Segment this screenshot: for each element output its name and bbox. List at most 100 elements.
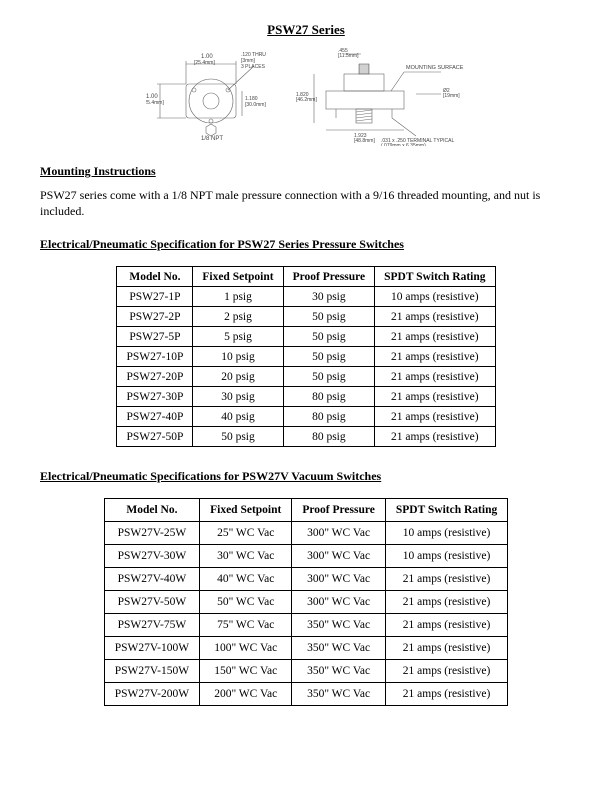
table-cell: 350" WC Vac (292, 660, 386, 683)
mounting-text: PSW27 series come with a 1/8 NPT male pr… (40, 187, 572, 219)
table-cell: PSW27V-150W (104, 660, 199, 683)
dz-label: Ø2[19mm] (443, 88, 460, 99)
table-cell: 350" WC Vac (292, 614, 386, 637)
table-cell: PSW27-30P (117, 387, 193, 407)
table-cell: 21 amps (resistive) (375, 427, 495, 447)
table-cell: PSW27-5P (117, 327, 193, 347)
table-header: Model No. (117, 267, 193, 287)
table-cell: 50 psig (193, 427, 283, 447)
table-row: PSW27V-75W75" WC Vac350" WC Vac21 amps (… (104, 614, 507, 637)
vacuum-table-heading: Electrical/Pneumatic Specifications for … (40, 469, 572, 484)
pressure-table-heading: Electrical/Pneumatic Specification for P… (40, 237, 572, 252)
table-cell: PSW27-1P (117, 287, 193, 307)
table-cell: 40" WC Vac (200, 568, 292, 591)
table-row: PSW27V-200W200" WC Vac350" WC Vac21 amps… (104, 683, 507, 706)
table-cell: 10 amps (resistive) (385, 522, 507, 545)
table-cell: 50 psig (283, 307, 375, 327)
table-cell: PSW27-50P (117, 427, 193, 447)
npt-label: 1/8 NPT (201, 136, 223, 141)
mounting-heading: Mounting Instructions (40, 164, 572, 179)
table-row: PSW27V-50W50" WC Vac300" WC Vac21 amps (… (104, 591, 507, 614)
table-row: PSW27V-40W40" WC Vac300" WC Vac21 amps (… (104, 568, 507, 591)
table-cell: PSW27V-30W (104, 545, 199, 568)
table-cell: 20 psig (193, 367, 283, 387)
table-header: SPDT Switch Rating (385, 499, 507, 522)
table-cell: 75" WC Vac (200, 614, 292, 637)
table-row: PSW27-10P10 psig50 psig21 amps (resistiv… (117, 347, 495, 367)
table-cell: PSW27-40P (117, 407, 193, 427)
table-header: Proof Pressure (283, 267, 375, 287)
table-row: PSW27-40P40 psig80 psig21 amps (resistiv… (117, 407, 495, 427)
table-row: PSW27-1P1 psig30 psig10 amps (resistive) (117, 287, 495, 307)
table-row: PSW27-20P20 psig50 psig21 amps (resistiv… (117, 367, 495, 387)
table-cell: 50 psig (283, 327, 375, 347)
table-cell: 21 amps (resistive) (375, 307, 495, 327)
table-cell: PSW27-2P (117, 307, 193, 327)
table-cell: 21 amps (resistive) (375, 387, 495, 407)
drawing-left: 1.00 [25.4mm] 1.00 [25.4mm] .120 THRU [3… (146, 46, 276, 141)
table-row: PSW27V-100W100" WC Vac350" WC Vac21 amps… (104, 637, 507, 660)
table-cell: 21 amps (resistive) (385, 637, 507, 660)
table-cell: 150" WC Vac (200, 660, 292, 683)
table-cell: 21 amps (resistive) (385, 591, 507, 614)
table-row: PSW27-2P2 psig50 psig21 amps (resistive) (117, 307, 495, 327)
table-header: Proof Pressure (292, 499, 386, 522)
table-cell: 40 psig (193, 407, 283, 427)
table-cell: 10 amps (resistive) (375, 287, 495, 307)
table-cell: 10 psig (193, 347, 283, 367)
table-cell: 350" WC Vac (292, 683, 386, 706)
table-cell: 300" WC Vac (292, 568, 386, 591)
table-cell: 25" WC Vac (200, 522, 292, 545)
table-header: Fixed Setpoint (200, 499, 292, 522)
table-cell: 50 psig (283, 347, 375, 367)
table-cell: 21 amps (resistive) (375, 327, 495, 347)
table-cell: 50" WC Vac (200, 591, 292, 614)
vacuum-table: Model No.Fixed SetpointProof PressureSPD… (104, 498, 508, 706)
table-cell: 300" WC Vac (292, 591, 386, 614)
table-cell: 21 amps (resistive) (385, 568, 507, 591)
terminal-label: .031 x .250 TERMINAL TYPICAL (.079mm x 6… (381, 138, 455, 146)
table-cell: 300" WC Vac (292, 522, 386, 545)
table-row: PSW27-50P50 psig80 psig21 amps (resistiv… (117, 427, 495, 447)
table-cell: 2 psig (193, 307, 283, 327)
table-cell: 21 amps (resistive) (385, 683, 507, 706)
table-cell: PSW27V-50W (104, 591, 199, 614)
table-row: PSW27V-30W30" WC Vac300" WC Vac10 amps (… (104, 545, 507, 568)
table-header: Model No. (104, 499, 199, 522)
mounting-surface-label: MOUNTING SURFACE (406, 65, 464, 71)
dim-w: 1.923[48.8mm] (354, 133, 375, 144)
table-cell: 21 amps (resistive) (385, 614, 507, 637)
table-cell: 350" WC Vac (292, 637, 386, 660)
table-row: PSW27V-25W25" WC Vac300" WC Vac10 amps (… (104, 522, 507, 545)
table-cell: 80 psig (283, 427, 375, 447)
table-cell: PSW27V-25W (104, 522, 199, 545)
table-cell: 5 psig (193, 327, 283, 347)
pressure-table: Model No.Fixed SetpointProof PressureSPD… (116, 266, 495, 447)
table-cell: PSW27V-40W (104, 568, 199, 591)
table-cell: 30 psig (283, 287, 375, 307)
dim455: .455[11.5mm] (338, 48, 359, 59)
table-row: PSW27-5P5 psig50 psig21 amps (resistive) (117, 327, 495, 347)
table-header: SPDT Switch Rating (375, 267, 495, 287)
table-cell: PSW27-20P (117, 367, 193, 387)
dim-top-mm: [25.4mm] (194, 60, 215, 66)
table-cell: 21 amps (resistive) (375, 407, 495, 427)
table-cell: PSW27V-75W (104, 614, 199, 637)
table-cell: 30" WC Vac (200, 545, 292, 568)
table-cell: 21 amps (resistive) (375, 367, 495, 387)
table-cell: 50 psig (283, 367, 375, 387)
table-cell: PSW27V-100W (104, 637, 199, 660)
table-cell: 80 psig (283, 407, 375, 427)
table-cell: 300" WC Vac (292, 545, 386, 568)
table-row: PSW27-30P30 psig80 psig21 amps (resistiv… (117, 387, 495, 407)
table-cell: 21 amps (resistive) (375, 347, 495, 367)
table-cell: PSW27-10P (117, 347, 193, 367)
table-cell: 80 psig (283, 387, 375, 407)
table-cell: 21 amps (resistive) (385, 660, 507, 683)
technical-drawings: 1.00 [25.4mm] 1.00 [25.4mm] .120 THRU [3… (40, 46, 572, 146)
table-cell: 30 psig (193, 387, 283, 407)
table-header: Fixed Setpoint (193, 267, 283, 287)
table-cell: 100" WC Vac (200, 637, 292, 660)
table-row: PSW27V-150W150" WC Vac350" WC Vac21 amps… (104, 660, 507, 683)
page-title: PSW27 Series (40, 22, 572, 38)
